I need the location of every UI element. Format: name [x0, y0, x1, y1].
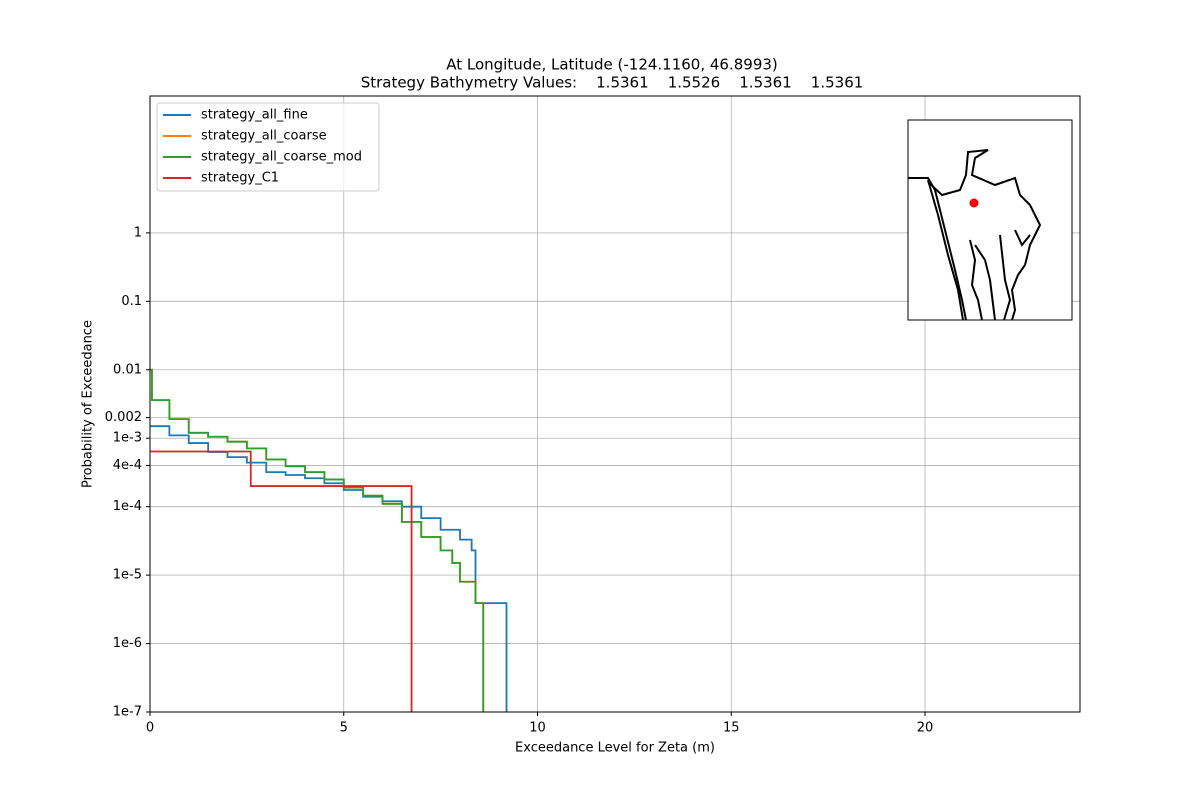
chart-title: At Longitude, Latitude (-124.1160, 46.89… [446, 56, 778, 74]
inset-map [907, 119, 1073, 321]
chart-subtitle: Strategy Bathymetry Values: 1.5361 1.552… [361, 74, 864, 92]
y-axis-label: Probability of Exceedance [81, 320, 96, 488]
x-tick-label: 20 [917, 721, 934, 736]
series-line [150, 450, 413, 712]
y-tick-label: 1e-4 [113, 499, 142, 514]
x-tick-label: 10 [529, 721, 546, 736]
plot-frame [149, 95, 1081, 713]
inset-frame [907, 119, 1073, 321]
legend-label: strategy_all_coarse_mod [201, 150, 362, 165]
coastline [974, 244, 996, 321]
coastline [927, 179, 964, 321]
y-tick-label: 0.002 [105, 410, 142, 425]
coastline [999, 234, 1012, 321]
y-tick-label: 1 [134, 225, 142, 240]
x-axis-label: Exceedance Level for Zeta (m) [515, 741, 715, 756]
coastline [1014, 229, 1031, 247]
y-tick-label: 4e-4 [113, 458, 142, 473]
y-tick-label: 1e-5 [113, 568, 142, 583]
y-tick-label: 0.01 [113, 362, 142, 377]
legend-label: strategy_C1 [201, 171, 279, 186]
x-tick-label: 15 [723, 721, 740, 736]
coastline [908, 177, 967, 321]
x-tick-label: 0 [146, 721, 154, 736]
series-line [150, 368, 485, 712]
y-tick-label: 1e-7 [113, 705, 142, 720]
y-tick-label: 1e-6 [113, 636, 142, 651]
y-tick-label: 1e-3 [113, 431, 142, 446]
legend-box [156, 102, 380, 192]
y-tick-label: 0.1 [121, 294, 142, 309]
coastline [927, 149, 1042, 321]
legend-label: strategy_all_fine [201, 108, 308, 123]
x-tick-label: 5 [340, 721, 348, 736]
series-line [150, 368, 485, 712]
series-line [150, 425, 508, 712]
legend-label: strategy_all_coarse [201, 129, 327, 144]
location-marker [969, 198, 979, 208]
coastline [969, 239, 983, 321]
